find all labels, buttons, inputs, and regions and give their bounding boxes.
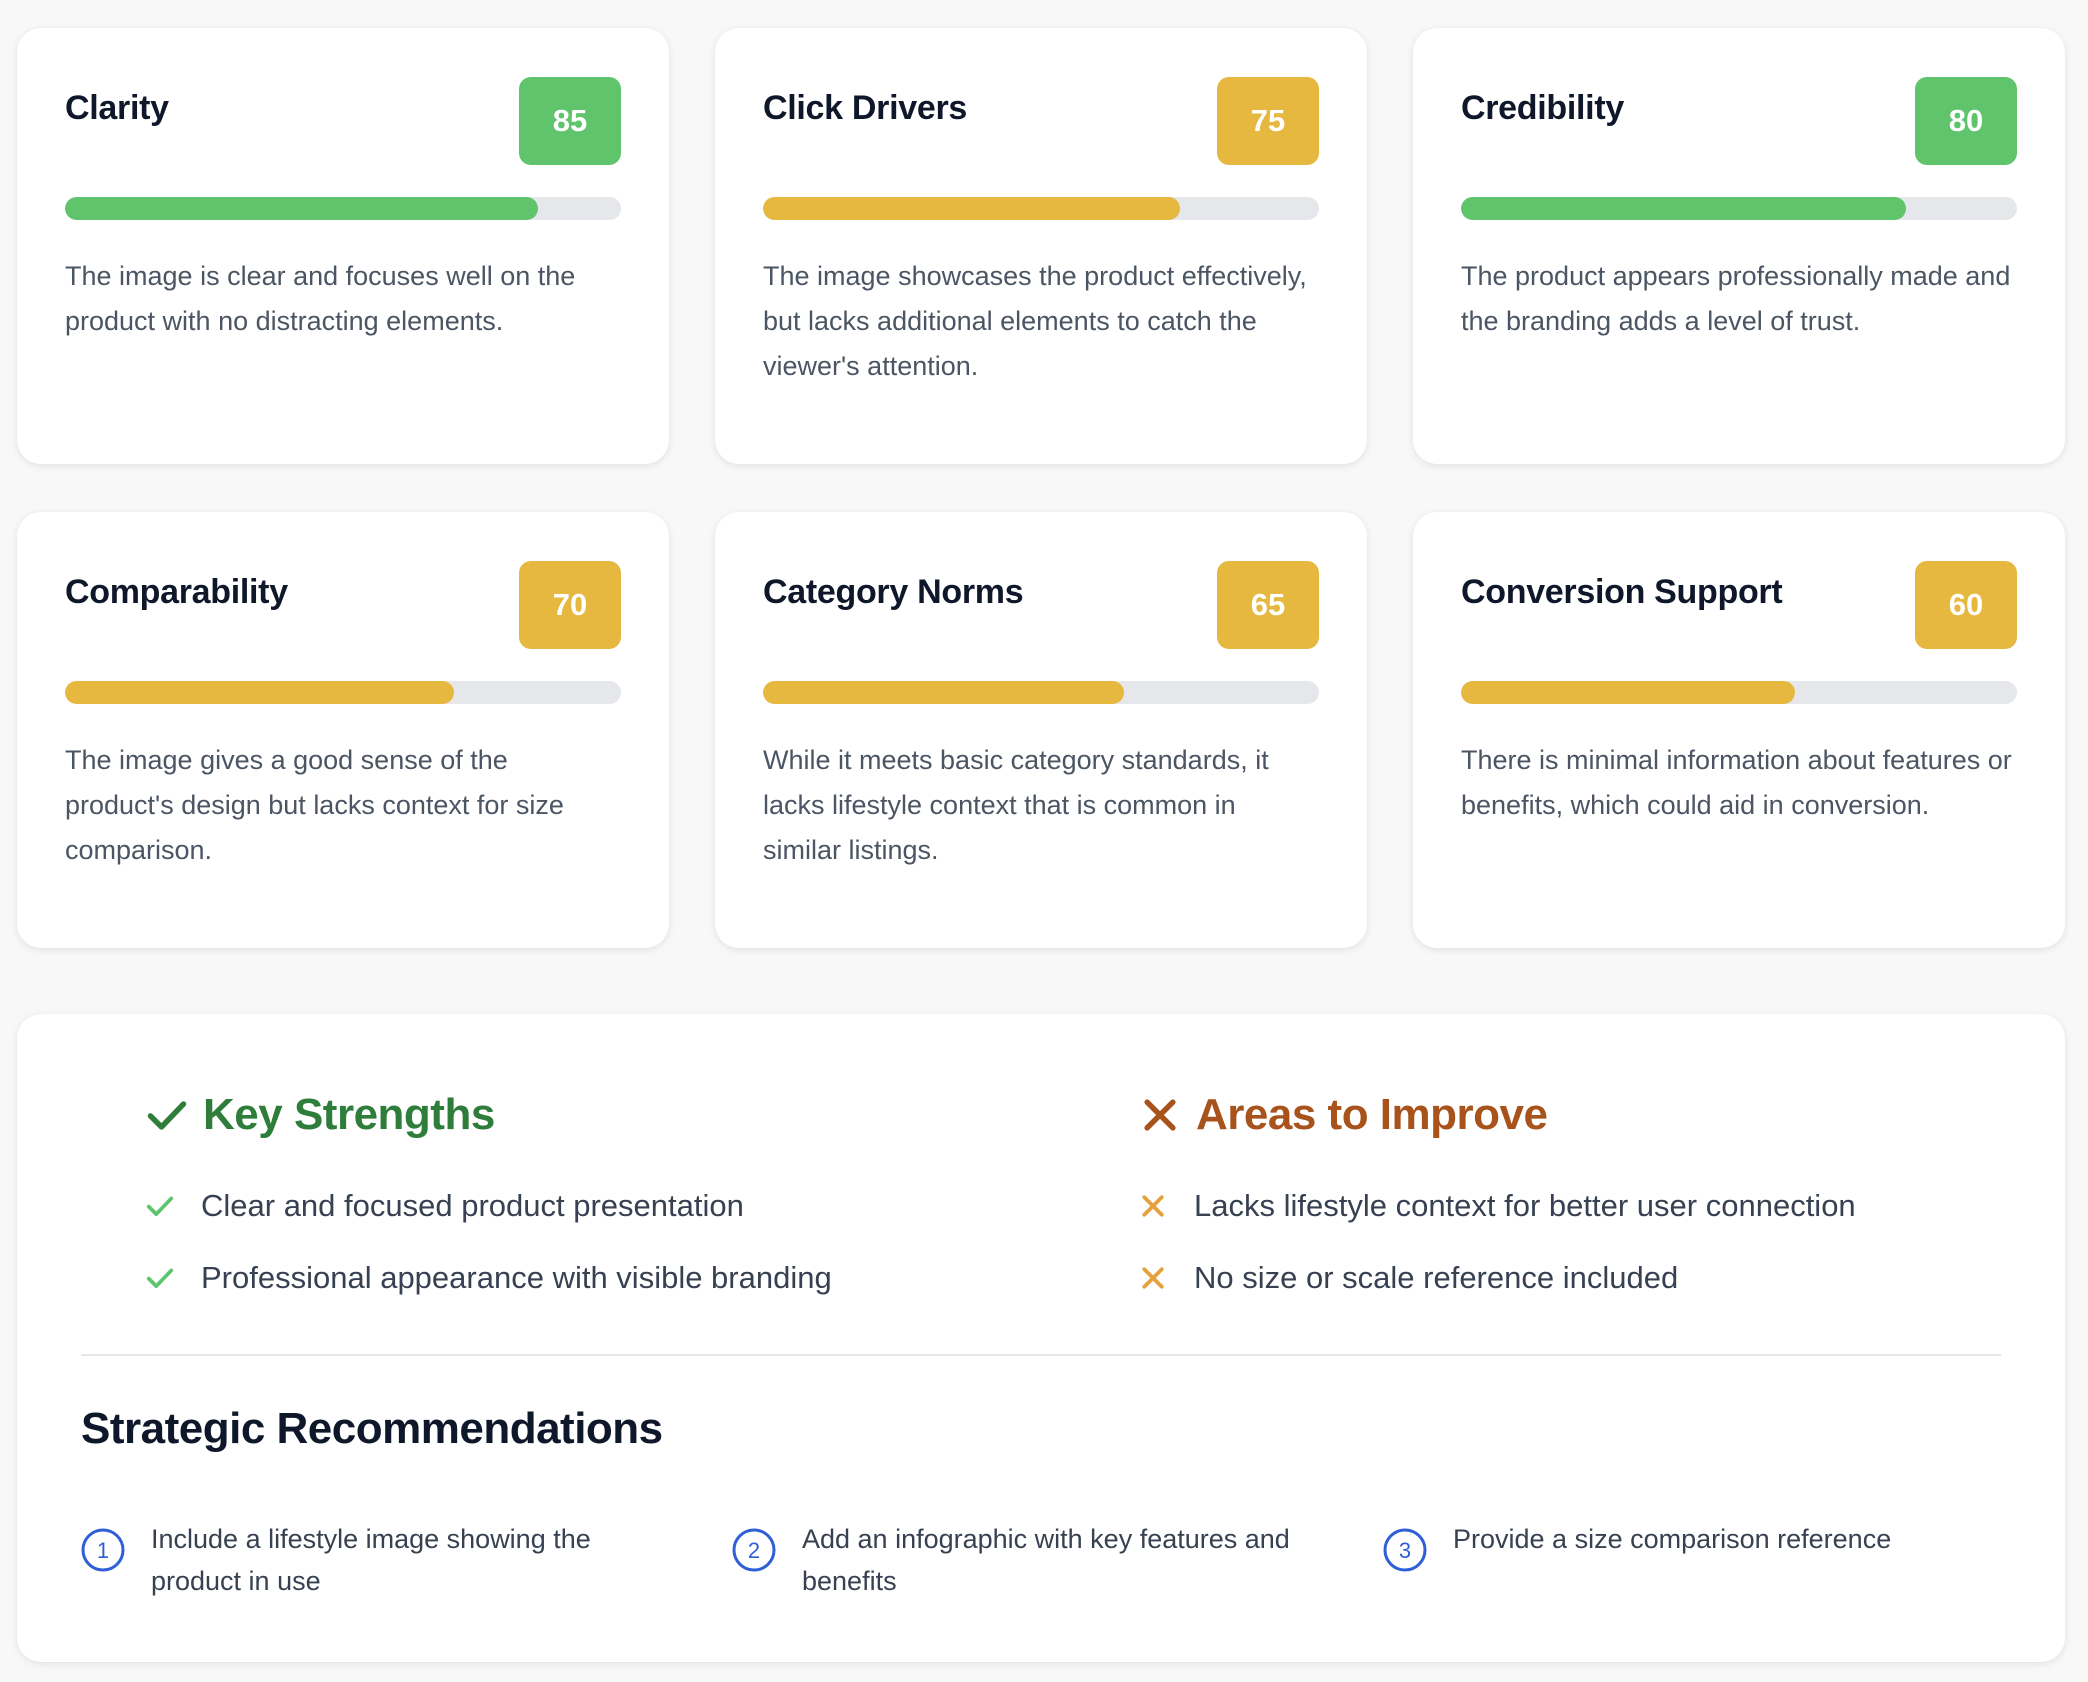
check-icon bbox=[146, 1196, 174, 1216]
card-header: Click Drivers 75 bbox=[763, 77, 1319, 165]
divider bbox=[81, 1354, 2001, 1356]
score-bar-fill bbox=[1461, 681, 1795, 704]
number-3-icon: 3 bbox=[1383, 1528, 1427, 1572]
areas-to-improve-title: Areas to Improve bbox=[1196, 1090, 1548, 1139]
improve-text: Lacks lifestyle context for better user … bbox=[1194, 1188, 1856, 1223]
score-bar-fill bbox=[65, 197, 538, 220]
score-bar-fill bbox=[763, 681, 1125, 704]
score-bar-fill bbox=[1461, 197, 1906, 220]
recommendation-text: Include a lifestyle image showing the pr… bbox=[151, 1524, 591, 1596]
score-badge: 85 bbox=[519, 77, 621, 165]
metric-title: Category Norms bbox=[763, 573, 1024, 611]
metric-title: Conversion Support bbox=[1461, 573, 1783, 611]
metric-description: The image gives a good sense of the prod… bbox=[65, 745, 564, 865]
card-header: Conversion Support 60 bbox=[1461, 561, 2017, 649]
metrics-grid: Clarity 85 The image is clear and focuse… bbox=[17, 28, 2065, 948]
metric-description: There is minimal information about featu… bbox=[1461, 745, 2012, 820]
card-header: Clarity 85 bbox=[65, 77, 621, 165]
score-bar-fill bbox=[65, 681, 455, 704]
metric-card-clarity: Clarity 85 The image is clear and focuse… bbox=[17, 28, 669, 464]
recommendation-number: 3 bbox=[1399, 1538, 1411, 1563]
score-bar bbox=[763, 197, 1319, 220]
improve-text: No size or scale reference included bbox=[1194, 1260, 1679, 1295]
metric-description: The image is clear and focuses well on t… bbox=[65, 261, 576, 336]
x-icon bbox=[1142, 1267, 1164, 1289]
x-icon bbox=[1142, 1195, 1164, 1217]
score-bar bbox=[763, 681, 1319, 704]
list-item: No size or scale reference included bbox=[1138, 1242, 1856, 1314]
metric-card-category-norms: Category Norms 65 While it meets basic c… bbox=[715, 512, 1367, 948]
score-bar bbox=[65, 197, 621, 220]
strength-text: Clear and focused product presentation bbox=[201, 1188, 744, 1223]
strengths-improve-columns: Key Strengths Clear and focused product … bbox=[81, 1014, 2001, 1364]
check-icon bbox=[147, 1101, 187, 1130]
metric-description: While it meets basic category standards,… bbox=[763, 745, 1269, 865]
metric-title: Click Drivers bbox=[763, 89, 968, 127]
metric-description: The product appears professionally made … bbox=[1461, 261, 2011, 336]
card-header: Credibility 80 bbox=[1461, 77, 2017, 165]
score-badge: 60 bbox=[1915, 561, 2017, 649]
metric-card-credibility: Credibility 80 The product appears profe… bbox=[1413, 28, 2065, 464]
recommendation-number: 2 bbox=[748, 1538, 760, 1563]
list-item: Professional appearance with visible bra… bbox=[145, 1242, 832, 1314]
key-strengths-section: Key Strengths Clear and focused product … bbox=[145, 1082, 832, 1314]
score-bar bbox=[1461, 681, 2017, 704]
key-strengths-header: Key Strengths bbox=[145, 1082, 832, 1148]
metric-title: Comparability bbox=[65, 573, 288, 611]
improve-list: Lacks lifestyle context for better user … bbox=[1138, 1170, 1856, 1314]
score-badge: 65 bbox=[1217, 561, 1319, 649]
score-badge: 75 bbox=[1217, 77, 1319, 165]
recommendation-text: Add an infographic with key features and… bbox=[802, 1524, 1290, 1596]
strengths-list: Clear and focused product presentation P… bbox=[145, 1170, 832, 1314]
metric-card-conversion-support: Conversion Support 60 There is minimal i… bbox=[1413, 512, 2065, 948]
recommendation-item: 2 Add an infographic with key features a… bbox=[732, 1518, 1332, 1602]
strategic-recommendations-title: Strategic Recommendations bbox=[81, 1404, 663, 1453]
strength-text: Professional appearance with visible bra… bbox=[201, 1260, 832, 1295]
list-item: Clear and focused product presentation bbox=[145, 1170, 832, 1242]
areas-to-improve-header: Areas to Improve bbox=[1138, 1082, 1856, 1148]
metric-card-comparability: Comparability 70 The image gives a good … bbox=[17, 512, 669, 948]
metric-title: Clarity bbox=[65, 89, 169, 127]
score-bar-fill bbox=[763, 197, 1180, 220]
x-icon bbox=[1144, 1099, 1176, 1131]
list-item: Lacks lifestyle context for better user … bbox=[1138, 1170, 1856, 1242]
number-1-icon: 1 bbox=[81, 1528, 125, 1572]
card-header: Comparability 70 bbox=[65, 561, 621, 649]
metric-description: The image showcases the product effectiv… bbox=[763, 261, 1307, 381]
areas-to-improve-section: Areas to Improve Lacks lifestyle context… bbox=[1138, 1082, 1856, 1314]
score-badge: 70 bbox=[519, 561, 621, 649]
recommendation-item: 1 Include a lifestyle image showing the … bbox=[81, 1518, 681, 1602]
number-2-icon: 2 bbox=[732, 1528, 776, 1572]
score-bar bbox=[65, 681, 621, 704]
score-badge: 80 bbox=[1915, 77, 2017, 165]
check-icon bbox=[146, 1268, 174, 1288]
summary-panel: Key Strengths Clear and focused product … bbox=[17, 1014, 2065, 1662]
metric-card-click-drivers: Click Drivers 75 The image showcases the… bbox=[715, 28, 1367, 464]
recommendation-number: 1 bbox=[97, 1538, 109, 1563]
metric-title: Credibility bbox=[1461, 89, 1624, 127]
card-header: Category Norms 65 bbox=[763, 561, 1319, 649]
recommendation-item: 3 Provide a size comparison reference bbox=[1383, 1518, 1983, 1572]
key-strengths-title: Key Strengths bbox=[203, 1090, 495, 1139]
recommendation-text: Provide a size comparison reference bbox=[1453, 1524, 1892, 1554]
score-bar bbox=[1461, 197, 2017, 220]
